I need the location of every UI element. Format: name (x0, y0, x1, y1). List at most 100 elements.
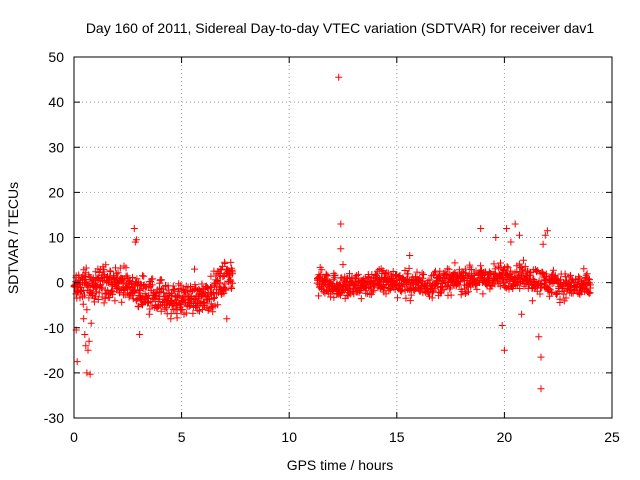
data-point (96, 283, 104, 291)
data-point (198, 306, 206, 313)
data-point (161, 305, 169, 313)
data-point (406, 297, 414, 305)
data-point (457, 291, 465, 299)
data-point (73, 358, 81, 366)
data-point (515, 260, 523, 268)
x-tick-label: 10 (281, 429, 297, 445)
y-tick-label: -20 (44, 365, 64, 381)
data-point (322, 270, 330, 278)
data-point (446, 285, 454, 293)
data-point (533, 267, 540, 275)
data-point (191, 281, 199, 289)
data-point (580, 265, 588, 273)
data-point (381, 284, 389, 291)
data-point (328, 288, 336, 296)
data-point (336, 290, 344, 298)
data-point (148, 281, 156, 289)
data-point (457, 272, 465, 280)
data-point (209, 308, 217, 316)
data-point (102, 261, 110, 269)
data-point (394, 294, 401, 302)
data-point (324, 272, 332, 280)
data-point (122, 264, 130, 272)
data-point (371, 274, 379, 282)
y-axis-label: SDTVAR / TECUs (5, 182, 21, 294)
data-point (222, 286, 230, 294)
data-point (539, 240, 547, 248)
data-point (516, 285, 524, 292)
data-point (178, 306, 186, 313)
data-point (160, 301, 168, 309)
data-point (167, 315, 175, 323)
data-point (565, 285, 573, 293)
data-point (205, 285, 213, 293)
data-point (355, 288, 363, 296)
data-point (118, 298, 126, 306)
data-point (221, 258, 229, 266)
chart-title: Day 160 of 2011, Sidereal Day-to-day VTE… (86, 20, 595, 36)
data-point (498, 322, 506, 329)
data-point (184, 283, 192, 291)
data-point (80, 315, 88, 323)
y-tick-label: 10 (48, 230, 64, 246)
data-point (89, 276, 97, 284)
data-point (500, 346, 508, 354)
data-point (82, 342, 90, 350)
data-point (225, 270, 233, 278)
data-point (354, 270, 362, 278)
data-point (81, 291, 88, 299)
data-point (100, 299, 108, 307)
data-point (536, 290, 544, 298)
data-point (161, 293, 169, 301)
data-point (211, 294, 219, 302)
data-point (507, 238, 515, 246)
data-point (208, 283, 216, 291)
x-tick-label: 15 (389, 429, 405, 445)
data-point (83, 306, 91, 314)
data-point (132, 297, 140, 305)
data-point (353, 272, 361, 279)
data-point (84, 346, 92, 354)
data-point (335, 73, 343, 81)
data-point (492, 234, 500, 241)
data-point (341, 294, 349, 302)
data-point (503, 225, 511, 232)
data-point (436, 267, 444, 275)
data-point (369, 288, 377, 296)
data-point (318, 266, 326, 274)
data-point (145, 310, 153, 318)
data-point (229, 279, 237, 287)
data-point (111, 297, 119, 305)
data-point (502, 276, 510, 284)
y-tick-label: 30 (48, 139, 64, 155)
data-point (317, 271, 325, 279)
data-point (113, 276, 121, 284)
data-point (420, 271, 427, 278)
data-point (177, 281, 185, 289)
data-point (156, 276, 164, 284)
data-point (576, 274, 584, 282)
data-point (90, 298, 98, 306)
data-point (214, 301, 222, 309)
data-point (585, 289, 593, 297)
data-point (473, 285, 481, 293)
data-point (194, 307, 202, 314)
data-point (419, 274, 427, 282)
data-point (467, 266, 475, 273)
data-point (182, 309, 190, 317)
y-tick-label: -30 (44, 410, 64, 426)
data-point (152, 294, 160, 302)
data-point (77, 288, 84, 296)
data-point (404, 270, 412, 278)
data-point (382, 290, 390, 298)
data-point (490, 276, 498, 284)
data-point (215, 282, 223, 290)
data-point (451, 259, 459, 267)
data-point (117, 285, 125, 293)
data-point (330, 293, 338, 301)
data-point (185, 303, 193, 311)
data-point (173, 314, 181, 322)
data-point (104, 279, 112, 287)
